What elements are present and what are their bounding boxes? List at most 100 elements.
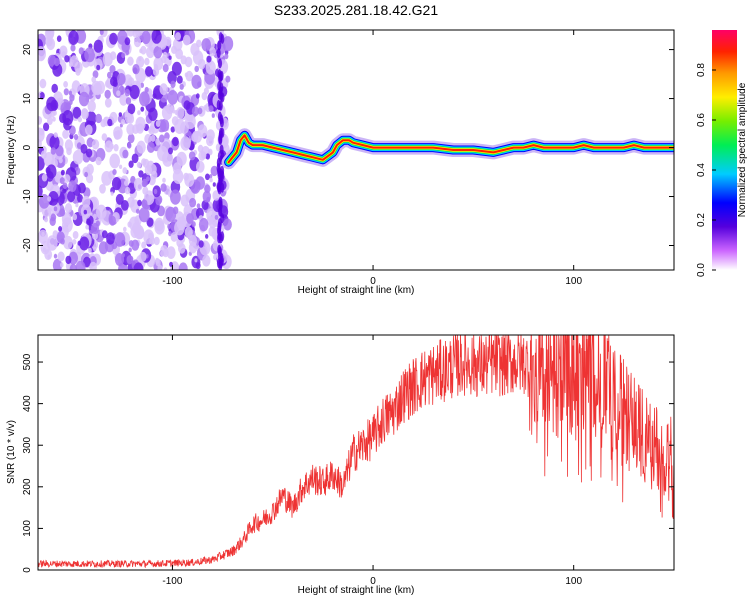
colorbar-label: Normalized spectral amplitude (737, 82, 748, 217)
noise-blob (128, 160, 134, 168)
noise-blob (217, 40, 222, 51)
snr-ylabel: SNR (10 * v/v) (6, 420, 17, 484)
noise-blob (126, 255, 134, 265)
noise-blob (148, 125, 155, 135)
noise-blob (116, 90, 121, 97)
noise-blob (175, 32, 181, 41)
noise-blob (75, 202, 79, 208)
noise-blob (92, 213, 97, 220)
noise-blob (133, 37, 142, 48)
noise-blob (53, 132, 58, 138)
noise-blob (109, 32, 118, 45)
noise-blob (219, 82, 224, 93)
noise-blob (52, 116, 56, 122)
noise-blob (206, 55, 212, 63)
noise-blob (218, 133, 223, 144)
noise-blob (38, 92, 41, 99)
noise-blob (93, 39, 104, 53)
noise-blob (38, 194, 50, 209)
noise-blob (127, 221, 132, 228)
signal-trace-band (227, 134, 674, 164)
noise-blob (218, 100, 223, 111)
noise-blob (161, 105, 173, 121)
noise-blob (62, 217, 73, 233)
noise-blob (205, 234, 209, 239)
noise-blob (150, 134, 156, 142)
noise-blob (135, 208, 140, 214)
noise-blob (47, 196, 52, 202)
noise-blob (69, 263, 77, 270)
noise-blob (49, 217, 56, 226)
noise-blob (118, 112, 123, 117)
snr-xtick-label: 100 (565, 576, 582, 587)
noise-blob (190, 43, 200, 56)
noise-blob (78, 182, 86, 194)
snr-ytick-label: 500 (22, 353, 33, 370)
noise-blob (162, 64, 169, 73)
noise-blob (160, 250, 165, 257)
noise-blob (141, 180, 147, 187)
noise-blob (171, 61, 182, 76)
noise-blob (63, 81, 68, 88)
noise-blob (186, 197, 190, 202)
noise-blob (179, 83, 184, 90)
noise-blob (129, 84, 140, 100)
noise-blob (133, 262, 144, 270)
noise-blob (208, 105, 214, 112)
noise-blob (77, 116, 82, 123)
noise-blob (217, 233, 222, 244)
spectrogram-ytick-label: -10 (22, 189, 33, 204)
noise-blob (70, 44, 76, 52)
noise-blob (65, 255, 72, 265)
noise-blob (205, 173, 210, 181)
noise-blob (160, 183, 167, 192)
noise-blob (163, 267, 168, 270)
spectrogram-xtick-label: 100 (565, 276, 582, 287)
noise-blob (216, 48, 221, 59)
noise-blob (189, 72, 194, 78)
noise-blob (72, 239, 77, 245)
noise-blob (83, 209, 88, 215)
noise-blob (219, 144, 224, 155)
noise-blob (121, 52, 126, 59)
noise-blob (68, 180, 77, 193)
noise-blob (110, 191, 114, 196)
noise-blob (88, 247, 92, 253)
noise-blob (191, 221, 196, 228)
noise-blob (209, 177, 213, 183)
noise-blob (176, 107, 185, 119)
noise-blob (174, 118, 185, 134)
noise-blob (72, 231, 79, 239)
noise-blob (47, 117, 53, 125)
snr-series-line (38, 335, 674, 569)
noise-blob (128, 216, 140, 231)
noise-blob (133, 177, 143, 191)
noise-blob (62, 110, 74, 126)
noise-blob (189, 197, 197, 208)
noise-blob (162, 151, 174, 167)
noise-blob (217, 184, 222, 195)
noise-blob (99, 30, 104, 35)
noise-blob (46, 96, 57, 112)
noise-blob (144, 133, 152, 144)
noise-blob (206, 129, 215, 142)
noise-blob (38, 156, 45, 171)
colorbar-tick-label: 0.8 (696, 63, 707, 77)
noise-blob (71, 80, 81, 93)
noise-blob (144, 57, 150, 66)
noise-blob (165, 206, 177, 222)
snr-ytick-label: 400 (22, 395, 33, 412)
noise-blob (191, 106, 199, 117)
noise-blob (62, 182, 68, 189)
noise-blob (191, 74, 202, 89)
noise-blob (101, 133, 108, 142)
noise-blob (56, 35, 62, 42)
noise-blob (225, 75, 231, 83)
noise-blob (114, 253, 125, 266)
noise-blob (64, 55, 70, 63)
noise-blob (70, 55, 79, 68)
noise-blob (87, 100, 96, 112)
noise-blob (52, 258, 63, 270)
noise-blob (53, 58, 60, 67)
noise-blob (178, 262, 188, 270)
